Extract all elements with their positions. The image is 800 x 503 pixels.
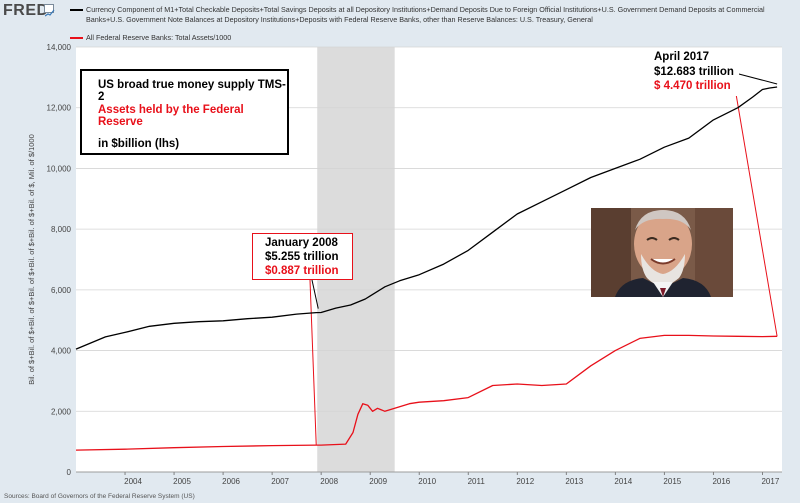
- y-axis-label: Bil. of $+Bil. of $+Bil. of $+Bil. of $+…: [27, 134, 36, 385]
- legend-red-swatch: [70, 37, 83, 39]
- legend-black-entry: Currency Component of M1+Total Checkable…: [70, 5, 786, 24]
- pointer-apr-fed: [734, 87, 778, 337]
- x-tick-label: 2008: [320, 477, 338, 486]
- chart-header: FRED Currency Component of M1+Total Chec…: [0, 0, 800, 46]
- x-tick-label: 2010: [418, 477, 436, 486]
- annotation-jan-2008: January 2008 $5.255 trillion $0.887 tril…: [252, 233, 353, 280]
- portrait-photo-icon: [591, 208, 733, 297]
- chart-title-box: US broad true money supply TMS-2 Assets …: [80, 69, 289, 155]
- x-tick-label: 2006: [222, 477, 240, 486]
- y-tick-label: 2,000: [51, 407, 72, 416]
- x-tick-label: 2017: [761, 477, 779, 486]
- x-tick-label: 2015: [663, 477, 681, 486]
- title-line-tms: US broad true money supply TMS-2: [98, 79, 286, 103]
- x-tick-label: 2016: [712, 477, 730, 486]
- y-tick-label: 0: [67, 468, 72, 477]
- legend-black-label: Currency Component of M1+Total Checkable…: [86, 5, 765, 24]
- pointer-jan-tms: [311, 279, 319, 309]
- y-tick-label: 14,000: [47, 43, 72, 52]
- source-note: Sources: Board of Governors of the Feder…: [4, 493, 195, 500]
- x-tick-label: 2004: [124, 477, 142, 486]
- y-tick-label: 4,000: [51, 347, 72, 356]
- x-tick-label: 2012: [516, 477, 534, 486]
- annotation-jan-date: January 2008: [265, 237, 338, 249]
- legend-black-swatch: [70, 9, 83, 11]
- legend-red-label: All Federal Reserve Banks: Total Assets/…: [86, 33, 232, 42]
- x-tick-label: 2005: [173, 477, 191, 486]
- annotation-jan-tms: $5.255 trillion: [265, 251, 339, 263]
- fred-graph-icon: [44, 4, 55, 17]
- y-tick-label: 12,000: [47, 104, 72, 113]
- annotation-apr-tms: $12.683 trillion: [654, 65, 734, 78]
- fred-logo[interactable]: FRED: [3, 2, 49, 19]
- y-tick-label: 8,000: [51, 225, 72, 234]
- x-tick-label: 2009: [369, 477, 387, 486]
- pointer-jan-fed: [309, 279, 317, 446]
- x-tick-label: 2007: [271, 477, 289, 486]
- x-tick-label: 2014: [614, 477, 632, 486]
- annotation-jan-fed: $0.887 trillion: [265, 265, 339, 277]
- x-tick-label: 2011: [468, 477, 486, 486]
- legend-red-entry: All Federal Reserve Banks: Total Assets/…: [70, 33, 786, 43]
- series-line-fed-assets: [75, 334, 778, 451]
- title-line-units: in $billion (lhs): [98, 138, 180, 150]
- annotation-apr-fed: $ 4.470 trillion: [654, 80, 731, 92]
- annotation-apr-2017: April 2017 $12.683 trillion $ 4.470 tril…: [639, 50, 739, 96]
- y-tick-label: 10,000: [47, 164, 72, 173]
- title-line-fed-assets: Assets held by the Federal Reserve: [98, 104, 244, 128]
- pointer-apr-tms: [734, 72, 778, 85]
- y-tick-label: 6,000: [51, 286, 72, 295]
- annotation-apr-date: April 2017: [654, 51, 709, 63]
- x-tick-label: 2013: [565, 477, 583, 486]
- series-line-tms2: [75, 86, 778, 350]
